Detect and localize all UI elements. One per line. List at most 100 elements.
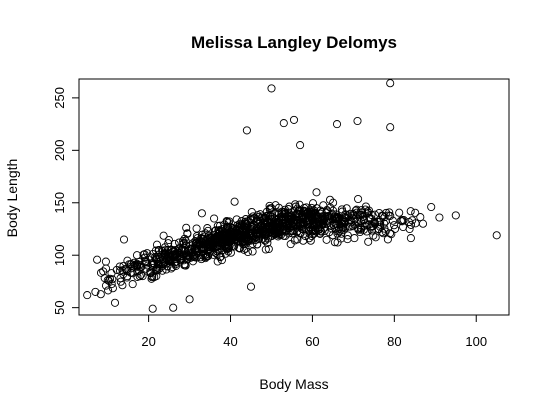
data-point [218,225,227,234]
data-point [207,237,216,246]
data-point [231,232,241,241]
data-point [132,251,142,260]
data-point [244,228,253,237]
data-point [408,216,417,225]
data-point [371,233,380,242]
data-point [96,290,105,299]
outlier-point [289,115,299,124]
data-point [354,225,363,234]
data-point [167,264,176,273]
data-point [352,208,361,217]
data-point [329,206,338,215]
data-point [364,208,373,217]
data-point [248,234,257,243]
data-point [192,224,201,233]
data-point [411,208,420,217]
data-point [292,209,301,218]
data-point [246,236,255,245]
data-point [110,298,120,307]
data-point [265,215,274,224]
outlier-point [386,123,395,132]
x-tick-label: 60 [305,334,319,349]
data-point [356,225,366,234]
data-point [239,245,249,254]
data-point [390,221,399,230]
data-point [135,260,144,269]
outlier-point [435,213,444,222]
data-point [309,222,318,231]
data-point [303,208,312,217]
data-point [310,217,319,226]
data-point [197,230,207,239]
data-point [172,253,182,262]
data-point [298,218,307,227]
data-point [146,253,155,262]
data-point [116,277,125,286]
data-point [246,230,256,239]
data-point [167,245,176,254]
data-point [354,194,363,204]
data-point [307,203,316,212]
data-point [242,219,251,229]
data-point [353,217,362,226]
y-tick-label: 150 [52,192,67,214]
data-point [252,225,261,234]
data-point [301,231,310,240]
y-tick-label: 250 [52,87,67,109]
outlier-point [242,126,251,135]
outlier-point [377,228,387,237]
data-point [128,280,137,289]
data-point [341,210,350,219]
data-point [263,238,272,247]
data-point [275,229,285,238]
outlier-point [148,304,157,313]
data-point [108,284,117,293]
data-point [216,253,225,262]
data-point [385,229,395,238]
x-axis: 20 40 60 80 100 [141,314,487,349]
outlier-point [418,219,428,228]
data-point [127,264,136,273]
data-point [272,229,281,238]
data-point [311,211,320,221]
data-point [164,235,173,245]
data-point [146,268,155,277]
x-tick-label: 20 [141,334,155,349]
data-point [289,206,298,216]
outlier-point [91,287,100,296]
data-point [202,252,211,261]
data-point [395,208,404,217]
data-point [272,219,281,228]
data-point [115,266,125,275]
data-point [107,279,116,289]
outlier-point [406,207,415,216]
data-point [364,237,373,246]
data-point [175,244,184,253]
y-axis-label: Body Length [4,159,20,238]
data-point [308,199,318,208]
data-point [115,262,124,271]
data-point [101,257,110,266]
chart-title: Melissa Langley Delomys [191,33,397,52]
data-point [365,220,374,229]
y-tick-label: 50 [52,300,67,314]
data-point [157,246,167,255]
data-point [155,245,164,255]
data-point [380,213,389,222]
data-point [333,238,342,247]
data-point [182,223,191,232]
data-point [295,207,304,216]
data-point [329,198,338,207]
data-point [241,215,250,224]
data-point [139,250,148,259]
outlier-point [332,120,342,129]
outlier-point [210,214,219,223]
outlier-point [279,119,288,128]
data-point [223,225,232,234]
x-tick-label: 100 [465,334,487,349]
data-point [322,235,331,244]
data-point [186,244,195,253]
data-point [218,230,227,239]
data-point [125,260,134,269]
data-point [258,228,267,237]
